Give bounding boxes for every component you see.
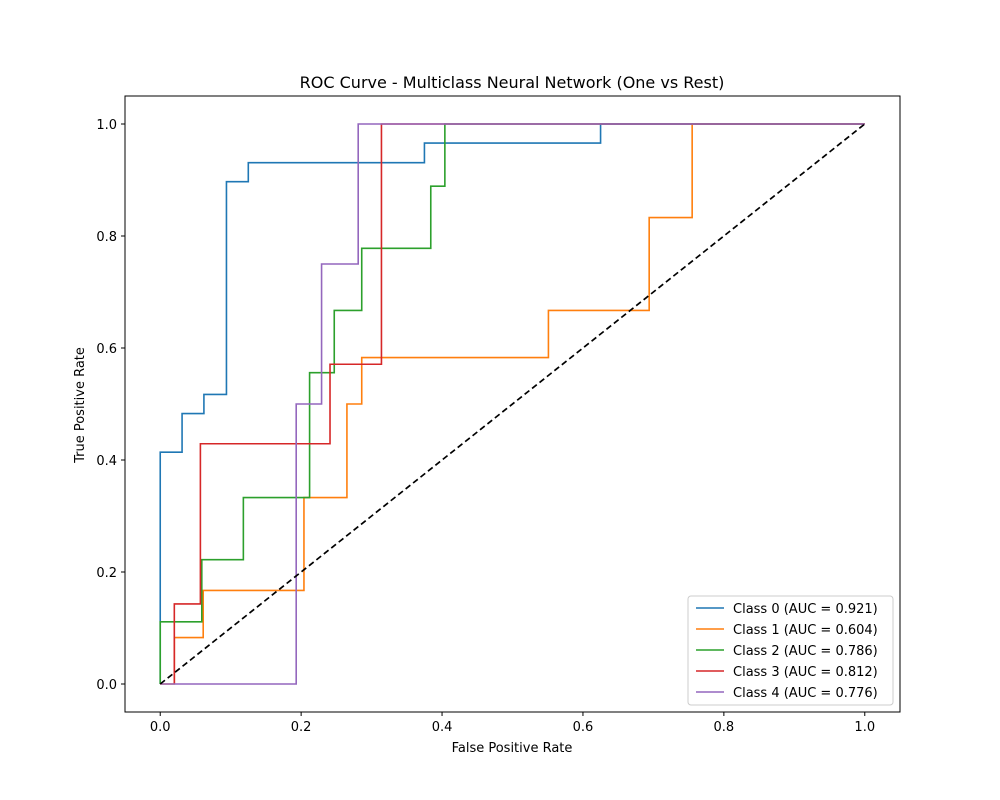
- series-line-class-2: [159, 123, 865, 684]
- x-tick-label: 0.4: [432, 720, 453, 735]
- y-tick-label: 0.2: [96, 566, 117, 581]
- y-tick-label: 1.0: [96, 118, 117, 133]
- y-axis-label: True Positive Rate: [73, 347, 88, 464]
- chance-diagonal-line: [159, 123, 866, 685]
- chart-title: ROC Curve - Multiclass Neural Network (O…: [300, 73, 725, 92]
- plot-area: [159, 123, 866, 685]
- series-line-class-1: [160, 123, 865, 685]
- x-tick-label: 0.2: [291, 720, 312, 735]
- legend-label-class-1: Class 1 (AUC = 0.604): [733, 623, 878, 638]
- y-tick-label: 0.8: [96, 230, 117, 245]
- x-axis: 0.0 0.2 0.4 0.6 0.8 1.0: [150, 712, 875, 735]
- series-line-class-4: [160, 123, 865, 685]
- y-tick-label: 0.6: [96, 342, 117, 357]
- x-tick-label: 0.0: [150, 720, 171, 735]
- legend-label-class-3: Class 3 (AUC = 0.812): [733, 665, 878, 680]
- legend-label-class-2: Class 2 (AUC = 0.786): [733, 644, 878, 659]
- legend: Class 0 (AUC = 0.921) Class 1 (AUC = 0.60…: [687, 595, 894, 706]
- series-line-class-0: [159, 123, 865, 684]
- x-tick-label: 1.0: [854, 720, 875, 735]
- x-tick-label: 0.6: [573, 720, 594, 735]
- series-line-class-3: [173, 123, 865, 684]
- legend-box: [687, 595, 894, 706]
- legend-label-class-4: Class 4 (AUC = 0.776): [733, 686, 878, 701]
- x-tick-label: 0.8: [714, 720, 735, 735]
- legend-label-class-0: Class 0 (AUC = 0.921): [733, 602, 878, 617]
- y-tick-label: 0.0: [96, 678, 117, 693]
- y-axis: 0.0 0.2 0.4 0.6 0.8 1.0: [96, 118, 125, 693]
- x-axis-label: False Positive Rate: [452, 741, 573, 756]
- y-tick-label: 0.4: [96, 454, 117, 469]
- axes-frame: [124, 95, 901, 713]
